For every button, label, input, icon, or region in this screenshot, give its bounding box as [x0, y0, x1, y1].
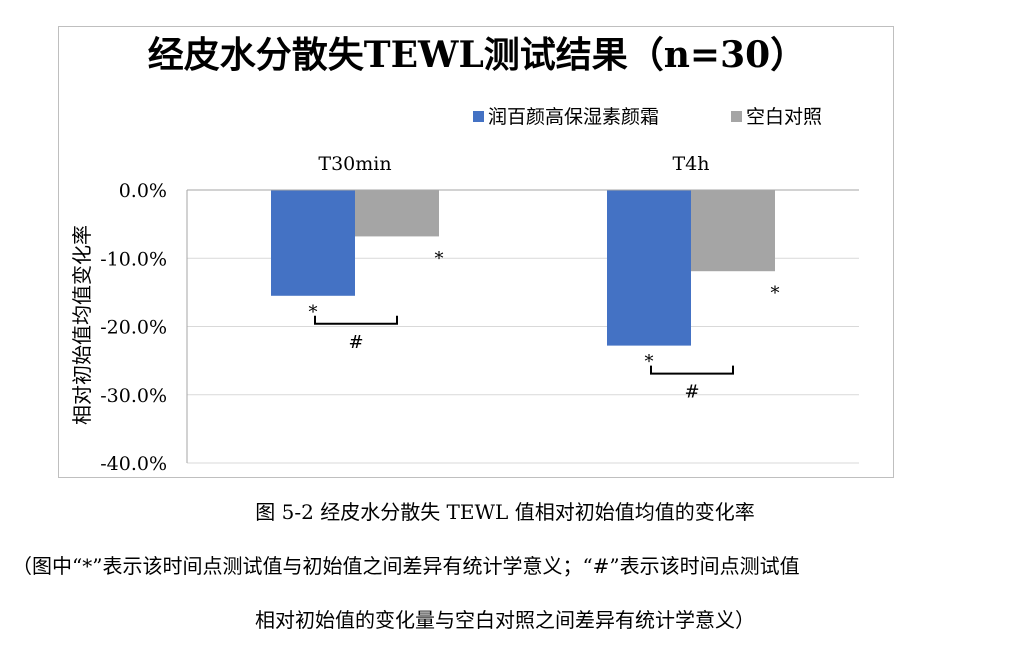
significance-star: *: [435, 248, 444, 269]
legend-label-product: 润百颜高保湿素颜霜: [488, 106, 659, 128]
chart-title: 经皮水分散失TEWL测试结果（n=30）: [148, 34, 806, 76]
figure-caption: 图 5-2 经皮水分散失 TEWL 值相对初始值均值的变化率: [255, 500, 755, 524]
legend-layer: 润百颜高保湿素颜霜 空白对照: [473, 106, 822, 128]
y-tick-label: -10.0%: [100, 248, 167, 270]
y-tick-label: -40.0%: [100, 453, 167, 475]
bar-product-1: [607, 190, 691, 346]
bar-product-0: [271, 190, 355, 296]
y-tick-label: -20.0%: [100, 317, 167, 339]
bar-control-1: [691, 190, 775, 272]
bar-control-0: [355, 190, 439, 237]
comparison-mark: #: [684, 382, 699, 403]
significance-star: *: [309, 302, 318, 323]
chart-frame: * * # * * # 0.0% -10.0% -20.0% -30.0% -40.0% T30mi…: [58, 26, 894, 478]
figure-note-line-1: （图中“*”表示该时间点测试值与初始值之间差异有统计学意义；“#”表示该时间点测…: [12, 554, 800, 578]
annotation-layer: * * # * * #: [309, 248, 780, 402]
y-axis-label: 相对初始值均值变化率: [70, 225, 94, 425]
y-tick-label: 0.0%: [119, 180, 167, 202]
y-tick-label: -30.0%: [100, 385, 167, 407]
significance-star: *: [771, 283, 780, 304]
figure-note-line-2: 相对初始值的变化量与空白对照之间差异有统计学意义）: [255, 608, 755, 632]
category-label: T30min: [318, 153, 391, 175]
comparison-mark: #: [348, 332, 363, 353]
legend-label-control: 空白对照: [746, 106, 822, 128]
chart-svg: * * # * * # 0.0% -10.0% -20.0% -30.0% -40.0% T30mi…: [70, 34, 859, 475]
axis-layer: 0.0% -10.0% -20.0% -30.0% -40.0% T30min T4h: [100, 153, 859, 475]
legend-swatch-product: [473, 111, 484, 122]
bar-layer: [271, 190, 775, 346]
legend-swatch-control: [731, 111, 742, 122]
comparison-bracket: [650, 365, 734, 375]
category-label: T4h: [673, 153, 710, 175]
significance-star: *: [645, 352, 654, 373]
comparison-bracket: [314, 315, 398, 325]
